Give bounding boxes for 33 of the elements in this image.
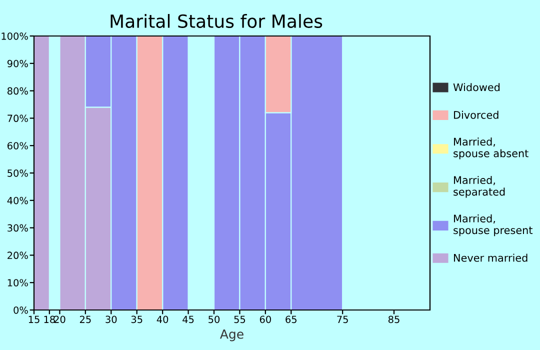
x-tick-label: 25 [80,316,91,324]
legend-label: Married, separated [454,176,505,198]
legend-label: Never married [454,254,528,262]
legend-label: Married, spouse present [454,214,533,236]
x-tick-label: 50 [208,316,220,324]
legend-label: Divorced [454,110,498,119]
x-tick-label: 15 [28,316,40,324]
y-tick-label: 100% [2,32,28,40]
x-tick-label: 85 [388,316,400,324]
legend-label: Married, spouse absent [454,138,528,160]
y-tick-label: 50% [8,169,28,177]
x-axis-title: Age [220,330,244,342]
y-tick-label: 60% [8,142,28,150]
y-tick-label: 90% [7,60,28,68]
x-tick-label: 35 [131,316,142,324]
x-tick-label: 18 [44,316,55,324]
y-tick-label: 80% [7,87,28,95]
x-tick-label: 75 [337,316,348,324]
legend-label: Widowed [453,83,500,92]
y-tick-label: 10% [8,279,28,286]
x-tick-label: 65 [286,316,296,324]
x-tick-label: 45 [182,316,194,324]
x-tick-label: 30 [106,316,117,324]
x-tick-label: 60 [260,316,271,324]
y-tick-label: 70% [8,114,28,122]
y-tick-label: 40% [7,196,28,204]
x-tick-label: 40 [156,316,168,324]
x-tick-label: 20 [54,316,66,324]
x-tick-label: 55 [234,316,246,324]
y-tick-label: 20% [8,252,28,260]
y-tick-label: 30% [8,224,28,232]
y-tick-label: 0% [14,306,28,314]
chart-title: Marital Status for Males [110,14,322,28]
